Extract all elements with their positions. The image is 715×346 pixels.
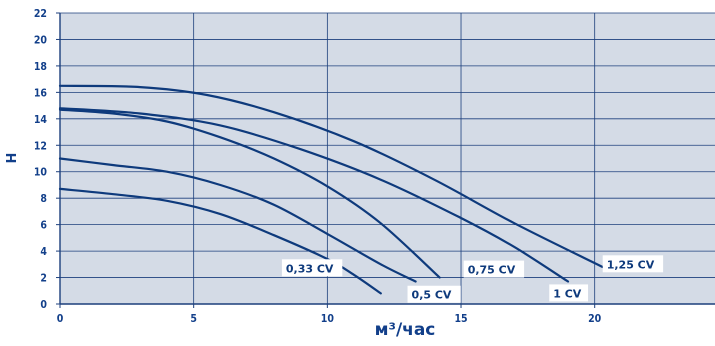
- x-tick-labels: 0 5 10 15 20: [57, 313, 602, 325]
- curve-label-text: 0,33 CV: [286, 262, 334, 275]
- curve-label: 1,25 CV: [602, 255, 664, 273]
- curve-label: 1 CV: [549, 284, 589, 302]
- pump-curves: [58, 84, 604, 295]
- curve-labels: 0,33 CV 0,5 CV 0,75 CV 1 CV 1,25 CV: [281, 255, 664, 303]
- curve-label: 0,75 CV: [463, 260, 525, 278]
- x-tick-label: 15: [454, 313, 467, 325]
- curve-1-25-cv: [58, 84, 604, 269]
- y-axis-label: Н: [5, 153, 20, 164]
- y-tick-label: 14: [34, 114, 48, 126]
- curve-label-box: [602, 255, 664, 273]
- curve-0-5-cv: [58, 157, 417, 283]
- curve-label-text: 1,25 CV: [607, 258, 655, 271]
- curve-label: 0,33 CV: [281, 259, 343, 277]
- y-tick-label: 8: [40, 193, 47, 205]
- y-tick-label: 4: [40, 246, 47, 258]
- y-tick-label: 2: [40, 273, 47, 285]
- curve-label-box: [281, 259, 343, 277]
- y-tick-label: 22: [34, 8, 47, 20]
- x-tick-label: 5: [190, 313, 197, 325]
- curve-label: 0,5 CV: [407, 285, 461, 303]
- curve-label-text: 1 CV: [553, 287, 582, 300]
- x-tick-label: 20: [588, 313, 602, 325]
- curve-0-75-cv: [58, 108, 441, 279]
- curve-label-text: 0,5 CV: [412, 289, 452, 302]
- x-tick-label: 0: [57, 313, 64, 325]
- x-axis-label: м³/час: [375, 320, 436, 340]
- curve-0-33-cv: [58, 187, 382, 295]
- y-tick-label: 10: [34, 167, 48, 179]
- y-tick-label: 6: [40, 220, 47, 232]
- y-tick-label: 20: [34, 34, 48, 46]
- y-tick-label: 18: [34, 61, 47, 73]
- x-tick-label: 10: [321, 313, 335, 325]
- y-tick-label: 0: [40, 299, 47, 311]
- curve-label-box: [463, 260, 525, 278]
- y-tick-labels: 0 2 4 6 8 10 12 14 16 18 20 22: [34, 8, 48, 311]
- y-tick-label: 12: [34, 140, 47, 152]
- curve-label-box: [549, 284, 589, 302]
- curve-label-box: [407, 285, 461, 303]
- curve-1-cv: [58, 107, 570, 283]
- curve-label-text: 0,75 CV: [468, 264, 516, 277]
- y-tick-label: 16: [34, 87, 48, 99]
